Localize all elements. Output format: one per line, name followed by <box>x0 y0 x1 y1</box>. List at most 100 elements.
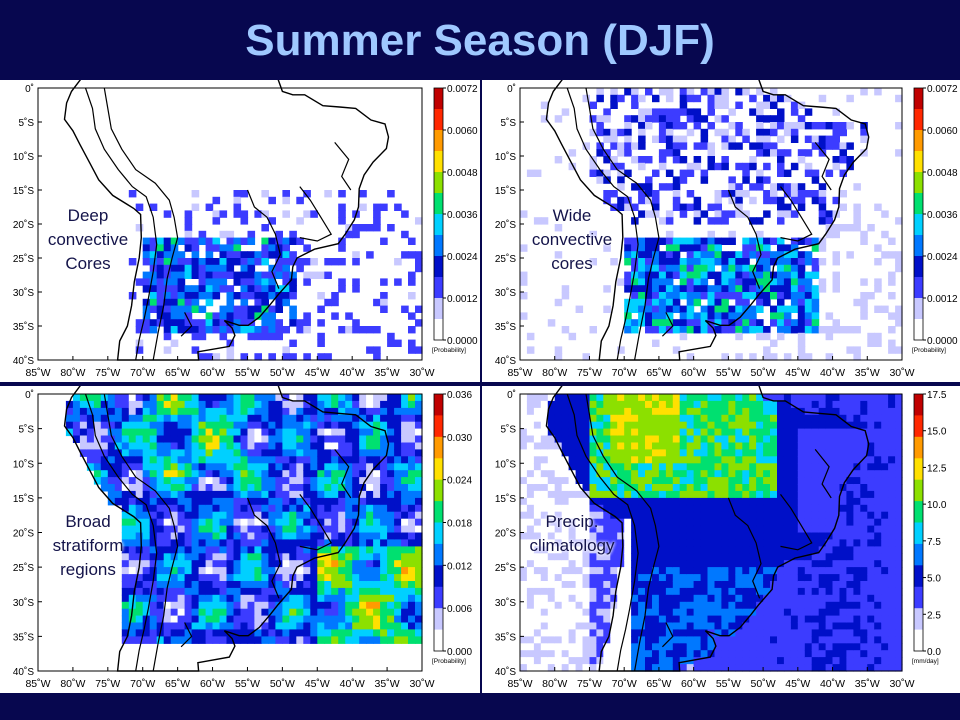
grid-cell <box>575 490 584 499</box>
grid-cell <box>149 477 158 485</box>
grid-cell <box>128 581 137 589</box>
grid-cell <box>135 463 144 471</box>
grid-cell <box>728 400 736 409</box>
grid-cell <box>303 353 311 361</box>
grid-cell <box>645 176 653 184</box>
grid-cell <box>658 442 667 450</box>
grid-cell <box>226 636 235 644</box>
grid-cell <box>610 657 618 665</box>
grid-cell <box>770 546 778 554</box>
grid-cell <box>191 553 200 561</box>
grid-cell <box>790 546 799 554</box>
grid-cell <box>65 421 74 430</box>
grid-cell <box>589 664 597 672</box>
grid-cell <box>177 615 186 624</box>
grid-cell <box>672 546 681 554</box>
grid-cell <box>561 650 570 658</box>
grid-cell <box>254 353 262 361</box>
grid-cell <box>714 278 722 286</box>
grid-cell <box>415 615 423 624</box>
colorbar-segment <box>914 117 923 123</box>
grid-cell <box>177 264 186 273</box>
grid-cell <box>289 400 297 409</box>
grid-cell <box>359 636 367 644</box>
grid-cell <box>401 532 409 540</box>
grid-cell <box>638 237 646 245</box>
grid-cell <box>345 615 353 624</box>
grid-cell <box>345 608 353 617</box>
grid-cell <box>638 490 646 499</box>
grid-cell <box>177 518 186 527</box>
grid-cell <box>652 532 660 540</box>
grid-cell <box>603 643 611 651</box>
grid-cell <box>254 560 262 568</box>
grid-cell <box>756 484 764 492</box>
colorbar-segment <box>434 518 443 523</box>
grid-cell <box>645 546 653 554</box>
grid-cell <box>170 581 179 589</box>
grid-cell <box>790 305 799 313</box>
grid-cell <box>170 587 179 596</box>
grid-cell <box>742 484 750 492</box>
grid-cell <box>526 346 535 354</box>
grid-cell <box>749 664 757 672</box>
grid-cell <box>198 511 207 520</box>
grid-cell <box>170 560 179 568</box>
grid-cell <box>352 567 360 575</box>
grid-cell <box>763 650 771 658</box>
grid-cell <box>547 601 556 610</box>
grid-cell <box>763 326 771 334</box>
grid-cell <box>735 587 743 596</box>
grid-cell <box>149 629 158 637</box>
colorbar-segment <box>434 138 443 144</box>
grid-cell <box>638 657 646 665</box>
colorbar-segment <box>434 235 443 240</box>
grid-cell <box>797 636 806 644</box>
grid-cell <box>665 278 674 286</box>
grid-cell <box>665 319 674 327</box>
grid-cell <box>686 504 695 513</box>
grid-cell <box>554 664 563 672</box>
grid-cell <box>317 532 325 540</box>
grid-cell <box>686 636 695 644</box>
grid-cell <box>240 553 249 561</box>
grid-cell <box>408 394 416 402</box>
grid-cell <box>742 539 750 547</box>
grid-cell <box>707 305 715 313</box>
grid-cell <box>198 532 207 540</box>
grid-cell <box>589 504 597 513</box>
grid-cell <box>296 594 304 603</box>
grid-cell <box>345 546 353 554</box>
grid-cell <box>728 622 736 630</box>
grid-cell <box>617 650 625 658</box>
colorbar-segment <box>914 289 923 295</box>
grid-cell <box>149 539 158 547</box>
grid-cell <box>331 601 339 610</box>
grid-cell <box>658 574 667 582</box>
grid-cell <box>366 484 374 492</box>
grid-cell <box>575 456 584 464</box>
grid-cell <box>707 581 715 589</box>
grid-cell <box>205 203 214 211</box>
grid-cell <box>672 407 681 416</box>
grid-cell <box>554 581 563 589</box>
grid-cell <box>149 581 158 589</box>
grid-cell <box>763 629 771 637</box>
grid-cell <box>261 518 269 527</box>
grid-cell <box>686 587 695 596</box>
grid-cell <box>693 511 702 520</box>
grid-cell <box>331 421 339 430</box>
lon-tick-label: 35˚W <box>375 678 400 690</box>
grid-cell <box>261 484 269 492</box>
grid-cell <box>797 477 806 485</box>
grid-cell <box>763 210 771 218</box>
lat-tick-label: 0˚ <box>507 83 516 95</box>
grid-cell <box>345 428 353 437</box>
grid-cell <box>394 532 402 540</box>
grid-cell <box>610 622 618 630</box>
grid-cell <box>177 567 186 575</box>
grid-cell <box>79 414 88 423</box>
grid-cell <box>317 622 325 630</box>
grid-cell <box>770 664 778 672</box>
grid-cell <box>888 312 896 320</box>
